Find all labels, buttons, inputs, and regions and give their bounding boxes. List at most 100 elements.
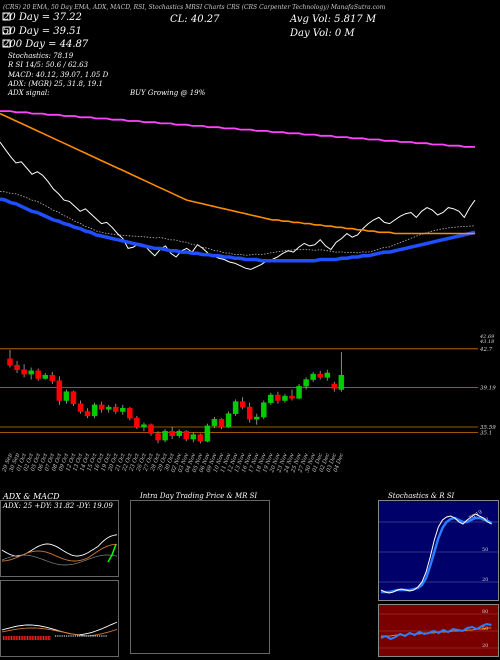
macd-histogram-bar (92, 635, 94, 637)
candle (127, 407, 133, 419)
stochastics-label: Stochastics: 78.19 (8, 52, 74, 60)
macd-histogram-bar (85, 635, 87, 637)
level-label: 35.59 (480, 425, 496, 431)
candle (197, 434, 204, 442)
macd-histogram-bar (11, 636, 12, 640)
candle (7, 358, 13, 366)
rsi-tick-label: 80 (482, 609, 488, 615)
macd-histogram-bar (35, 636, 36, 640)
macd-histogram-bar (15, 636, 17, 640)
macd-histogram-bar (96, 635, 98, 637)
macd-histogram-bar (49, 636, 51, 640)
candle (239, 401, 246, 408)
ema50-label: 50 Day = 39.51 (3, 26, 82, 37)
intraday-title: Intra Day Trading Price & MR SI (140, 492, 258, 500)
level-label: 39.19 (480, 385, 496, 391)
intraday-panel (130, 500, 270, 654)
macd-histogram-bar (70, 635, 72, 637)
adx-box (0, 500, 119, 577)
macd-histogram-bar (44, 636, 46, 640)
macd-histogram-bar (66, 635, 68, 637)
series-line-price (0, 141, 476, 270)
macd-histogram-bar (39, 636, 41, 640)
adx-macd-panel: ADX: 25 +DY: 31.82 -DY: 19.09 (0, 500, 119, 657)
macd-histogram-bar (103, 635, 105, 637)
macd-histogram-bar (19, 636, 20, 640)
macd-histogram-bar (90, 635, 92, 637)
candle (261, 402, 267, 418)
macd-histogram-bar (99, 635, 101, 637)
candle (176, 431, 182, 436)
ema200-label: 200 Day = 44.87 (3, 39, 89, 50)
macd-histogram-bar (27, 636, 28, 640)
adx-macd-title: ADX & MACD (3, 492, 60, 501)
ema-chart (0, 110, 476, 270)
candle (56, 380, 63, 401)
candle (218, 418, 225, 428)
macd-histogram-bar (3, 636, 4, 640)
macd-histogram-bar (30, 636, 32, 640)
series-line-ema50 (0, 112, 475, 235)
series-line-ema200 (0, 110, 475, 148)
candle (246, 406, 253, 420)
macd-histogram-bar (36, 636, 38, 640)
macd-histogram-bar (20, 636, 22, 640)
close-label: CL: 40.27 (170, 14, 220, 25)
macd-histogram-bar (6, 636, 8, 640)
macd-histogram-bar (41, 636, 43, 640)
top-price-label: 42.69 (479, 334, 495, 340)
macd-histogram-bar (88, 635, 90, 637)
candle (232, 401, 239, 414)
candle (268, 394, 274, 403)
header-title: (CRS) 20 EMA, 50 Day EMA, ADX, MACD, RSI… (3, 4, 386, 11)
candle (35, 370, 41, 379)
macd-histogram-bar (101, 635, 103, 637)
macd-histogram-bar (12, 636, 14, 640)
macd-histogram-bar (61, 635, 63, 637)
minus-di-line (1, 554, 118, 566)
macd-histogram-bar (83, 635, 85, 637)
candle (84, 411, 91, 417)
candle (310, 373, 316, 380)
rsi-tick-label: 20 (482, 643, 488, 649)
macd-histogram-bar (47, 636, 49, 640)
candle (21, 369, 27, 375)
macd-histogram-bar (81, 635, 83, 637)
macd-box (0, 580, 119, 657)
macd-signal-line (1, 627, 118, 637)
rsi-line (380, 622, 492, 641)
candle (324, 372, 330, 378)
macd-histogram-bar (77, 635, 79, 637)
candle (70, 391, 77, 405)
stoch-rsi-title: Stochastics & R SI (388, 492, 455, 500)
adx-label: ADX: (MGR) 25, 31.8, 19.1 (8, 80, 103, 88)
candle (63, 391, 70, 401)
macd-histogram-bar (33, 636, 35, 640)
macd-histogram-bar (14, 636, 16, 640)
macd-histogram-bar (105, 635, 107, 637)
series-line-ema20 (0, 197, 476, 263)
candle (275, 394, 281, 401)
candle (141, 424, 147, 428)
candle (28, 370, 34, 375)
macd-histogram-bar (17, 636, 19, 640)
candle (211, 418, 218, 427)
macd-histogram-bar (4, 636, 6, 640)
candle (183, 431, 189, 440)
candle (190, 434, 197, 440)
macd-histogram-bar (22, 636, 24, 640)
candle (296, 385, 302, 399)
candle (303, 379, 309, 387)
adx-values: ADX: 25 +DY: 31.82 -DY: 19.09 (2, 502, 113, 510)
candle (282, 395, 288, 401)
candle (155, 433, 161, 441)
candle (254, 416, 260, 420)
macd-histogram-bar (28, 636, 30, 640)
macd-histogram-bar (55, 635, 57, 637)
rsi-box (378, 604, 499, 657)
stoch-tick-label: 50 (482, 547, 488, 553)
ema20-label: 20 Day = 37.22 (3, 12, 82, 23)
candle (169, 431, 175, 436)
macd-histogram-bar (59, 635, 61, 637)
